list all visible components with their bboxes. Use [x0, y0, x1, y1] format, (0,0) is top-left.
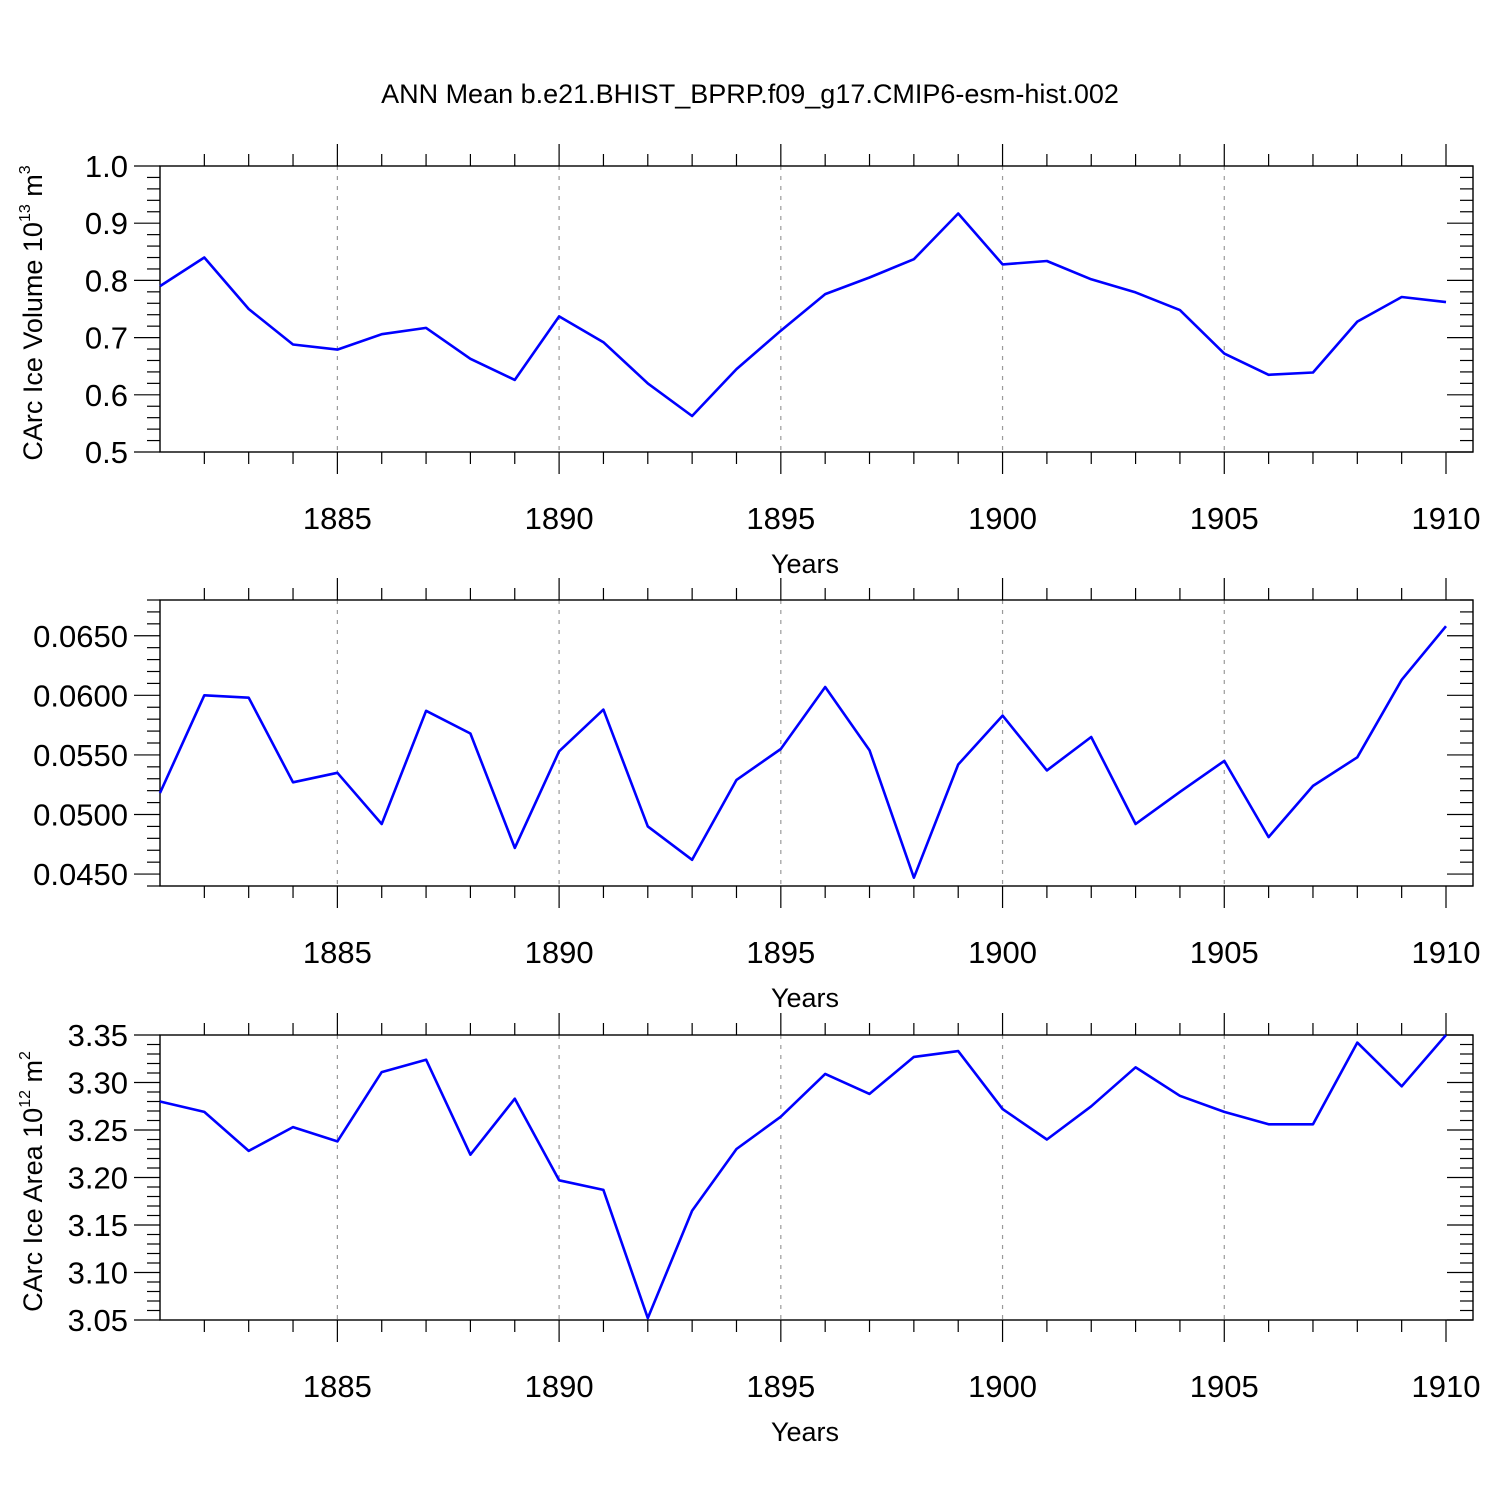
x-tick-label: 1885	[303, 1369, 372, 1404]
y-tick-label: 0.0550	[33, 738, 128, 773]
panel-3: 3.05 3.10 3.15 3.20 3.25 3.30 3.35 1885 1890 1895…	[17, 1013, 1480, 1447]
y-tick-label: 0.0600	[33, 678, 128, 713]
x-tick-label: 1895	[746, 935, 815, 970]
panel-2: 0.0450 0.0500 0.0550 0.0600 0.0650 1885 1890 18…	[33, 578, 1480, 1013]
y-tick-label: 0.0500	[33, 798, 128, 833]
y-tick-label: 0.7	[85, 321, 128, 356]
x-tick-label: 1895	[746, 501, 815, 536]
x-axis-label: Years	[771, 983, 839, 1013]
y-tick-label: 3.35	[68, 1018, 128, 1053]
x-tick-label: 1910	[1412, 1369, 1481, 1404]
y-tick-label: 0.6	[85, 378, 128, 413]
y-tick-label: 3.20	[68, 1161, 128, 1196]
x-tick-label: 1910	[1412, 935, 1481, 970]
panel-1: 0.5 0.6 0.7 0.8 0.9 1.0 1885 1890 1895 1900 1905 19…	[17, 144, 1480, 579]
series-line	[159, 1034, 1447, 1320]
x-tick-label: 1900	[968, 935, 1037, 970]
y-axis-label: CArc Ice Area 1012 m2	[17, 1051, 48, 1312]
x-tick-label: 1885	[303, 501, 372, 536]
x-tick-label: 1900	[968, 501, 1037, 536]
plot-frame	[159, 599, 1474, 887]
plot-frame	[159, 165, 1474, 453]
y-tick-label: 3.30	[68, 1066, 128, 1101]
y-tick-label: 1.0	[85, 149, 128, 184]
y-tick-label: 0.0650	[33, 619, 128, 654]
series-line	[158, 625, 1448, 880]
y-tick-label: 0.8	[85, 263, 128, 298]
x-tick-label: 1895	[746, 1369, 815, 1404]
y-tick-label: 0.0450	[33, 857, 128, 892]
x-tick-label: 1905	[1190, 935, 1259, 970]
x-tick-label: 1890	[525, 501, 594, 536]
y-tick-label: 3.15	[68, 1208, 128, 1243]
series-line	[159, 212, 1447, 418]
x-tick-label: 1905	[1190, 501, 1259, 536]
y-tick-label: 0.5	[85, 435, 128, 470]
y-tick-label: 3.25	[68, 1113, 128, 1148]
y-tick-label: 3.10	[68, 1256, 128, 1291]
y-axis-label: CArc Ice Volume 1013 m3	[17, 165, 48, 460]
x-tick-label: 1910	[1412, 501, 1481, 536]
figure-title: ANN Mean b.e21.BHIST_BPRP.f09_g17.CMIP6-…	[381, 79, 1119, 109]
plot-frame	[159, 1034, 1474, 1321]
x-tick-label: 1905	[1190, 1369, 1259, 1404]
x-tick-label: 1890	[525, 935, 594, 970]
y-tick-label: 3.05	[68, 1303, 128, 1338]
x-tick-label: 1890	[525, 1369, 594, 1404]
x-tick-label: 1900	[968, 1369, 1037, 1404]
x-axis-label: Years	[771, 1417, 839, 1447]
y-tick-label: 0.9	[85, 206, 128, 241]
x-axis-label: Years	[771, 549, 839, 579]
x-tick-label: 1885	[303, 935, 372, 970]
